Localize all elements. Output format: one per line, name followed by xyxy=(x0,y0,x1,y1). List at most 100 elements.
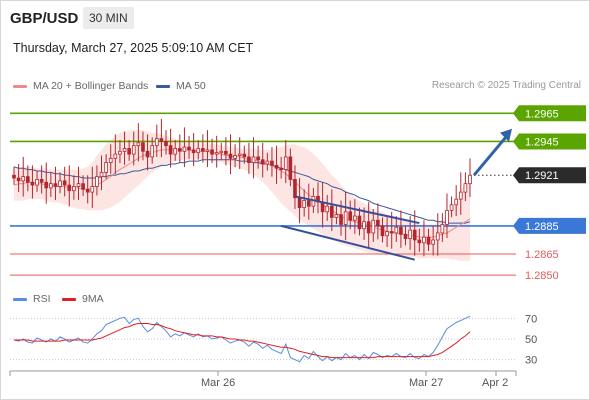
candle-body xyxy=(76,183,81,187)
candle-body xyxy=(191,149,196,154)
candle-body xyxy=(196,148,201,154)
candle-body xyxy=(90,186,95,193)
candle-body xyxy=(371,219,376,234)
candle-body xyxy=(205,149,210,152)
candle-body xyxy=(49,183,53,189)
candle-body xyxy=(343,211,348,225)
level-label-1.2921: 1.2921 xyxy=(525,170,559,182)
ma20-line xyxy=(13,149,471,238)
bollinger-band xyxy=(14,130,470,262)
candle-body xyxy=(256,156,260,161)
candle-body xyxy=(12,174,16,179)
candle-body xyxy=(233,155,237,159)
candle-body xyxy=(39,179,44,183)
candle-body xyxy=(81,183,85,190)
candle-body xyxy=(25,176,30,183)
price-tag-1.2885 xyxy=(513,217,586,234)
candle-body xyxy=(385,231,389,237)
price-tag-1.2945 xyxy=(513,133,586,150)
candle-body xyxy=(104,162,108,173)
candle-body xyxy=(53,183,58,187)
candle-body xyxy=(187,146,191,151)
candle-body xyxy=(403,233,408,239)
candle-body xyxy=(362,221,366,230)
rsi-tick-70: 70 xyxy=(525,313,537,325)
candle-body xyxy=(454,198,459,206)
candle-body xyxy=(348,211,353,221)
rsi-tick-50: 50 xyxy=(525,334,537,346)
rsi-ma-line xyxy=(14,323,471,359)
candle-body xyxy=(99,172,104,178)
research-credit: Research © 2025 Trading Central xyxy=(431,80,581,91)
candle-body xyxy=(72,186,76,192)
projection-arrow-head xyxy=(500,128,512,142)
candle-body xyxy=(417,239,422,244)
candle-body xyxy=(339,214,343,225)
level-label-1.2965: 1.2965 xyxy=(525,108,559,120)
candle-body xyxy=(67,184,72,192)
legend-ma50-label: MA 50 xyxy=(176,80,206,92)
candle-body xyxy=(389,231,394,234)
candle-body xyxy=(214,152,219,155)
candle-body xyxy=(265,160,270,165)
candle-body xyxy=(306,200,311,207)
candle-body xyxy=(357,215,362,230)
level-label-1.2885: 1.2885 xyxy=(525,221,559,233)
candle-body xyxy=(468,174,472,185)
candle-body xyxy=(422,236,426,244)
rsi-tick-30: 30 xyxy=(525,355,537,367)
candle-body xyxy=(201,148,205,152)
projection-arrow xyxy=(472,134,509,177)
candle-body xyxy=(108,157,113,163)
timeframe-button[interactable]: 30 MIN xyxy=(83,7,134,29)
candle-body xyxy=(288,156,293,180)
candle-body xyxy=(293,179,297,199)
candle-body xyxy=(113,153,118,159)
candle-body xyxy=(35,179,39,186)
candle-body xyxy=(30,181,35,186)
x-tick-label: Mar 27 xyxy=(409,377,444,389)
candle-body xyxy=(463,183,468,193)
rsi-ma-swatch xyxy=(62,297,76,301)
legend-ma50: MA 50 xyxy=(156,80,206,92)
price-tag-1.2965 xyxy=(513,105,586,122)
candle-body xyxy=(168,145,173,155)
legend-ma20-label: MA 20 + Bollinger Bands xyxy=(33,80,149,92)
ma50-swatch xyxy=(156,84,170,88)
candle-body xyxy=(177,148,182,152)
ma20-swatch xyxy=(13,84,27,88)
candle-body xyxy=(95,176,99,187)
candle-body xyxy=(154,138,159,147)
candle-body xyxy=(449,204,454,211)
candle-body xyxy=(62,180,67,186)
candle-body xyxy=(127,148,131,155)
candle-body xyxy=(426,236,431,245)
candle-body xyxy=(136,142,141,147)
legend-rsi-label: RSI xyxy=(33,293,51,305)
candle-body xyxy=(182,146,187,152)
candle-body xyxy=(297,197,302,208)
candle-body xyxy=(274,164,279,169)
candle-body xyxy=(435,232,440,241)
ma50-line xyxy=(13,159,471,224)
candle-body xyxy=(353,215,357,221)
candle-body xyxy=(141,142,145,152)
candle-body xyxy=(458,191,463,200)
candle-body xyxy=(21,176,26,182)
candle-body xyxy=(412,229,417,241)
candle-body xyxy=(270,160,274,166)
candle-body xyxy=(394,226,399,234)
candle-body xyxy=(408,229,412,239)
candle-body xyxy=(251,156,256,163)
legend-rsi: RSI xyxy=(13,293,51,305)
candle-body xyxy=(399,226,403,235)
candle-body xyxy=(237,153,242,156)
candle-body xyxy=(376,219,380,227)
candle-body xyxy=(122,148,127,152)
candle-body xyxy=(210,149,214,155)
candle-body xyxy=(224,150,228,155)
candle-body xyxy=(219,150,224,154)
legend-ma20: MA 20 + Bollinger Bands xyxy=(13,80,148,92)
candle-body xyxy=(366,221,371,234)
